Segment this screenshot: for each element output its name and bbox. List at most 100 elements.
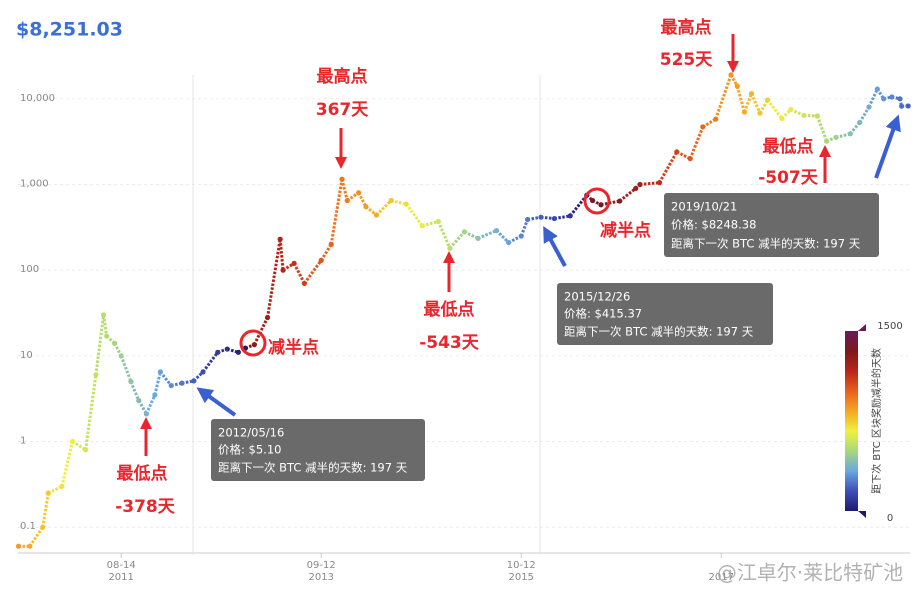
segment xyxy=(815,115,828,142)
price-header: $8,251.03 xyxy=(16,19,123,41)
point xyxy=(59,483,65,489)
point xyxy=(866,104,872,110)
point xyxy=(757,110,763,116)
point xyxy=(847,131,853,137)
colorbar-handle xyxy=(858,324,866,331)
annotation: -378天 xyxy=(115,497,176,517)
point xyxy=(388,197,394,204)
point xyxy=(833,134,839,140)
x-tick-label: 2017 xyxy=(709,572,734,583)
segment xyxy=(278,239,285,271)
segment xyxy=(436,220,452,249)
annotation: 减半点 xyxy=(600,220,651,241)
point xyxy=(814,113,820,119)
point xyxy=(779,115,785,122)
segment xyxy=(743,93,753,113)
point xyxy=(200,369,206,375)
point xyxy=(179,380,185,386)
point xyxy=(524,216,531,223)
tooltip-days: 距离下一次 BTC 减半的天数: 197 天 xyxy=(671,237,861,251)
segment xyxy=(357,192,368,208)
segment xyxy=(303,259,323,285)
annotation: 525天 xyxy=(660,50,713,70)
point xyxy=(881,96,887,102)
annotation: 367天 xyxy=(316,100,369,120)
point xyxy=(897,96,903,102)
point xyxy=(143,411,150,417)
segment xyxy=(658,151,679,184)
segment xyxy=(41,492,50,528)
segment xyxy=(153,371,162,396)
tooltip-date: 2019/10/21 xyxy=(671,200,737,214)
segment xyxy=(618,187,637,203)
colorbar-title: 距下次 BTC 区块奖励减半的天数 xyxy=(870,348,883,494)
arrow xyxy=(196,387,237,417)
arrow xyxy=(874,114,901,179)
segment xyxy=(448,230,466,250)
annotation: 最低点 xyxy=(763,136,814,157)
point xyxy=(741,109,748,115)
halving-circle xyxy=(583,187,611,215)
segment xyxy=(750,92,762,114)
segment xyxy=(766,99,784,120)
colorbar-tick-label: 1500 xyxy=(877,321,902,332)
point xyxy=(905,103,911,109)
point xyxy=(633,185,639,191)
point xyxy=(567,213,573,219)
point xyxy=(373,212,380,218)
colorbar xyxy=(845,331,858,511)
series xyxy=(15,72,911,549)
segment xyxy=(639,181,660,186)
point xyxy=(700,124,706,130)
point xyxy=(713,116,719,122)
point xyxy=(598,202,604,208)
point xyxy=(435,218,441,225)
segment xyxy=(495,229,510,244)
segment xyxy=(84,374,98,451)
segment xyxy=(405,203,424,227)
arrow xyxy=(543,225,567,267)
x-tick-label: 2015 xyxy=(509,572,534,583)
point xyxy=(83,447,89,453)
point xyxy=(656,180,663,186)
point xyxy=(823,138,830,144)
segment xyxy=(421,220,439,228)
segment xyxy=(477,229,498,240)
segment xyxy=(858,106,871,124)
point xyxy=(168,382,174,389)
tooltip-date: 2015/12/26 xyxy=(564,290,630,304)
segment xyxy=(94,314,106,376)
point xyxy=(617,198,623,204)
point xyxy=(118,353,124,359)
point xyxy=(152,392,158,398)
point xyxy=(339,176,345,182)
annotation: 最低点 xyxy=(424,299,475,320)
point xyxy=(191,378,197,384)
segment xyxy=(145,394,157,415)
segment xyxy=(159,370,173,387)
x-tick-label: 08-14 xyxy=(107,560,136,571)
tooltip-price: 价格: $5.10 xyxy=(218,443,281,457)
point xyxy=(874,86,880,92)
colorbar-handle xyxy=(858,511,866,518)
annotation: 最高点 xyxy=(661,17,712,38)
point xyxy=(355,190,362,196)
point xyxy=(264,314,271,321)
point xyxy=(15,543,22,549)
point xyxy=(687,156,693,162)
y-tick-label: 10,000 xyxy=(20,93,55,104)
point xyxy=(291,260,297,266)
x-tick-label: 2011 xyxy=(108,572,133,583)
tooltip-box xyxy=(557,283,773,345)
point xyxy=(788,106,794,113)
segment xyxy=(519,218,529,237)
tooltip-box xyxy=(664,193,879,257)
point xyxy=(589,197,596,204)
segment xyxy=(119,355,133,383)
segment xyxy=(735,85,746,113)
tooltip: 2012/05/16 价格: $5.10 距离下一次 BTC 减半的天数: 19… xyxy=(211,419,425,481)
point xyxy=(40,524,46,530)
point xyxy=(765,97,771,103)
